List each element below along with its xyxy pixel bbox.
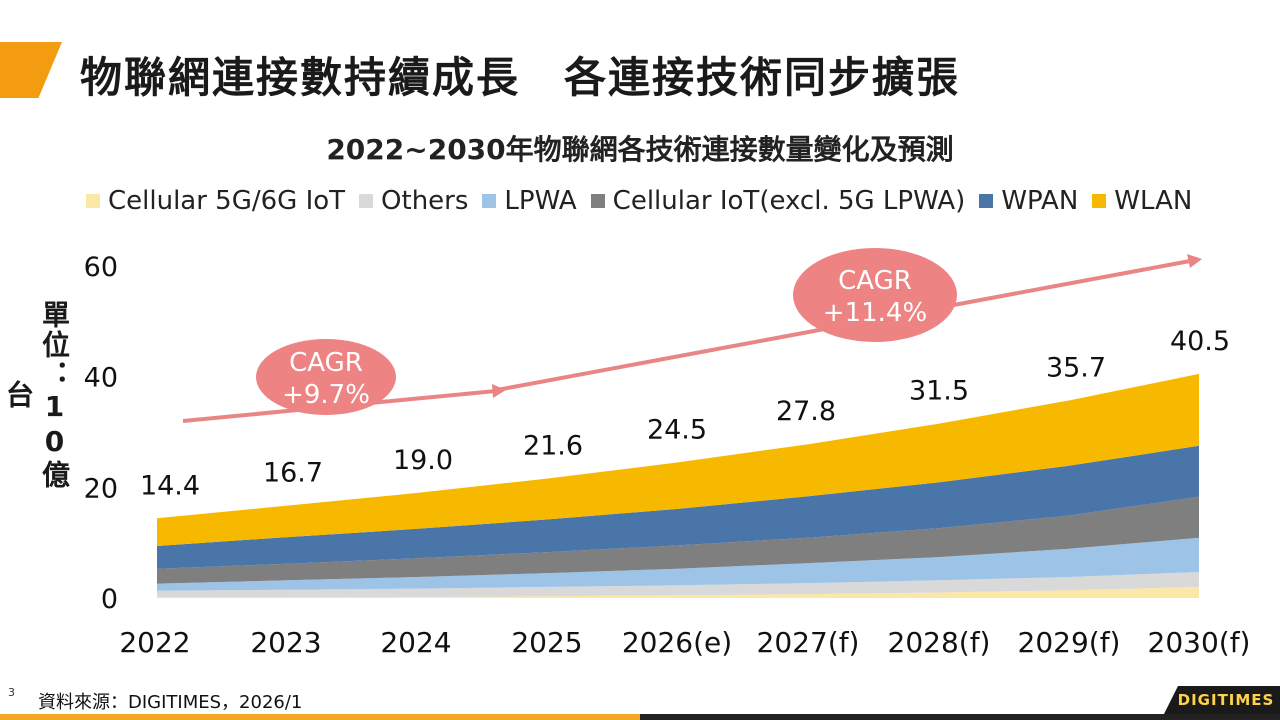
legend-swatch-lpwa xyxy=(482,194,497,208)
legend-swatch-wpan xyxy=(979,194,994,208)
footer-bar-orange xyxy=(0,714,640,720)
cagr-label: CAGR xyxy=(838,266,912,296)
total-value-label: 27.8 xyxy=(776,396,836,427)
y-tick-label: 0 xyxy=(101,584,118,615)
page-number: 3 xyxy=(8,686,15,699)
legend-label-lpwa: LPWA xyxy=(504,186,577,216)
total-value-label: 35.7 xyxy=(1046,352,1106,383)
cagr-annotations: CAGR+9.7%CAGR+11.4% xyxy=(182,248,1202,423)
cagr-value: +11.4% xyxy=(823,298,927,328)
total-value-label: 16.7 xyxy=(263,458,323,489)
digitimes-logo: DIGITIMES xyxy=(1164,686,1280,714)
legend-swatch-5g6g xyxy=(86,194,100,208)
source-note: 資料來源：DIGITIMES，2026/1 xyxy=(38,692,303,713)
legend-swatch-cellular-iot xyxy=(590,194,605,208)
y-axis-unit-label: 單位：10億台 xyxy=(2,300,71,490)
cagr-arrowhead-2 xyxy=(1187,254,1202,268)
cagr-label: CAGR xyxy=(289,348,363,378)
total-labels: 14.4 16.7 19.0 21.6 24.5 27.8 31.5 35.7 40.5 xyxy=(140,326,1230,501)
area-series-3 xyxy=(157,496,1199,584)
legend-item-lpwa: LPWA xyxy=(482,186,577,216)
legend-swatch-others xyxy=(359,194,374,208)
chart-legend: Cellular 5G/6G IoT Others LPWA Cellular … xyxy=(86,184,1192,218)
cagr-bubble xyxy=(256,339,396,415)
total-value-label: 31.5 xyxy=(909,376,969,407)
legend-item-wpan: WPAN xyxy=(979,186,1078,216)
total-value-label: 24.5 xyxy=(647,414,707,445)
x-tick-label: 2026(e) xyxy=(622,626,732,659)
legend-item-5g6g: Cellular 5G/6G IoT xyxy=(86,186,345,216)
legend-item-others: Others xyxy=(359,186,468,216)
slide-title: 物聯網連接數持續成長 各連接技術同步擴張 xyxy=(80,53,961,102)
legend-item-cellular-iot: Cellular IoT(excl. 5G LPWA) xyxy=(590,186,966,216)
area-series-0 xyxy=(157,586,1199,598)
y-tick-label: 40 xyxy=(84,363,118,394)
area-series-2 xyxy=(157,537,1199,591)
y-tick-label: 20 xyxy=(84,473,118,504)
area-series-5 xyxy=(157,373,1199,546)
x-tick-label: 2023 xyxy=(250,626,321,659)
total-value-label: 19.0 xyxy=(393,445,453,476)
total-value-label: 21.6 xyxy=(523,430,583,461)
total-value-label: 40.5 xyxy=(1170,326,1230,357)
cagr-bubble xyxy=(793,248,957,342)
total-value-label: 14.4 xyxy=(140,470,200,501)
legend-label-cellular-iot: Cellular IoT(excl. 5G LPWA) xyxy=(612,186,966,216)
x-tick-label: 2029(f) xyxy=(1018,626,1121,659)
legend-label-5g6g: Cellular 5G/6G IoT xyxy=(108,186,346,216)
y-tick-label: 60 xyxy=(84,252,118,283)
x-tick-label: 2028(f) xyxy=(888,626,991,659)
x-tick-label: 2025 xyxy=(511,626,582,659)
legend-label-wpan: WPAN xyxy=(1001,186,1079,216)
x-axis-ticks: 2022 2023 2024 2025 2026(e) 2027(f) 2028(f) 202… xyxy=(119,626,1250,659)
footer-bar-dark xyxy=(640,714,1280,720)
area-series-4 xyxy=(157,445,1199,569)
y-axis-ticks: 0 20 40 60 xyxy=(84,252,118,615)
x-tick-label: 2022 xyxy=(119,626,190,659)
legend-item-wlan: WLAN xyxy=(1092,186,1192,216)
stacked-areas xyxy=(157,373,1199,598)
area-series-1 xyxy=(157,572,1199,598)
legend-label-wlan: WLAN xyxy=(1114,186,1193,216)
cagr-value: +9.7% xyxy=(282,380,370,410)
legend-swatch-wlan xyxy=(1092,194,1107,208)
x-tick-label: 2030(f) xyxy=(1148,626,1251,659)
x-tick-label: 2024 xyxy=(380,626,451,659)
legend-label-others: Others xyxy=(381,186,469,216)
chart-title: 2022~2030年物聯網各技術連接數量變化及預測 xyxy=(326,133,954,166)
x-tick-label: 2027(f) xyxy=(757,626,860,659)
